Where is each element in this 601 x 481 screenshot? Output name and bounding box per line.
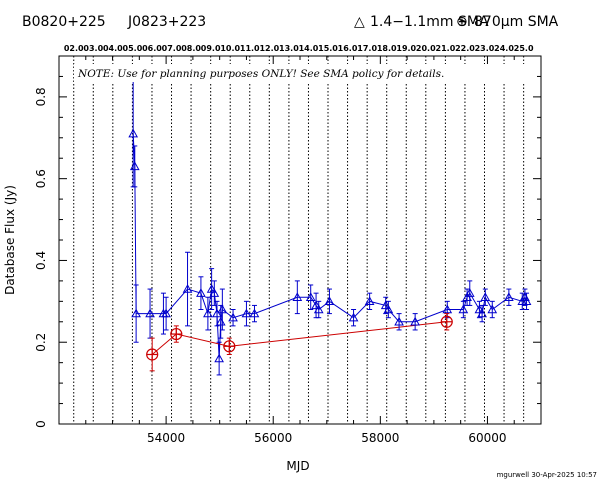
data-point-triangle (249, 308, 260, 318)
note-background (74, 64, 526, 82)
series-lines (132, 133, 528, 359)
data-point-triangle (214, 353, 224, 363)
axes: 54000 56000 58000 60000 0 0.2 0.4 0.6 0.8 (34, 55, 542, 445)
top-year-label: 10.0 (220, 44, 240, 53)
x-tick-label: 60000 (468, 431, 506, 445)
data-point-triangle (458, 304, 469, 314)
top-year-label: 21.0 (436, 44, 456, 53)
data-markers (128, 80, 532, 376)
data-point-triangle (209, 288, 220, 297)
top-year-label: 06.0 (142, 44, 162, 53)
data-point-triangle (487, 304, 498, 314)
data-point-triangle (145, 308, 155, 318)
x-axis-label: MJD (286, 459, 309, 473)
data-point-triangle (203, 308, 213, 318)
data-point-triangle (477, 308, 487, 318)
data-point-triangle (182, 284, 193, 293)
top-year-label: 08.0 (181, 44, 201, 53)
top-year-label: 16.0 (338, 44, 358, 53)
top-year-label: 19.0 (396, 44, 416, 53)
data-point-triangle (464, 288, 475, 297)
top-year-axis: 02.0 03.0 04.0 05.0 06.0 07.0 08.0 09.0 10.0 11.0… (64, 44, 534, 53)
top-year-label: 12.0 (259, 44, 279, 53)
y-tick-label: 0.2 (34, 333, 48, 352)
legend-symbol-triangle: △ (354, 14, 365, 30)
series-line (132, 133, 528, 359)
data-point-triangle (324, 296, 335, 306)
y-tick-label: 0.6 (34, 169, 48, 188)
data-point-triangle (521, 296, 532, 306)
data-point-triangle (348, 312, 359, 322)
top-year-label: 09.0 (201, 44, 221, 53)
top-year-label: 11.0 (240, 44, 260, 53)
series-line (151, 321, 447, 355)
data-point-triangle (311, 300, 321, 310)
y-tick-label: 0 (34, 420, 48, 428)
data-point-triangle (410, 316, 420, 326)
y-tick-label: 0.4 (34, 251, 48, 270)
data-point-triangle (228, 312, 238, 322)
data-point-triangle (241, 308, 252, 318)
top-year-label: 24.0 (494, 44, 514, 53)
top-year-label: 25.0 (514, 44, 534, 53)
top-year-label: 05.0 (123, 44, 143, 53)
top-year-label: 18.0 (377, 44, 397, 53)
year-gridlines (73, 56, 525, 424)
y-tick-label: 0.8 (34, 87, 48, 106)
top-year-label: 03.0 (83, 44, 103, 53)
data-point-triangle (383, 304, 394, 314)
data-point-triangle (217, 304, 228, 314)
top-year-label: 20.0 (416, 44, 436, 53)
source-name: B0820+225 (22, 14, 106, 30)
footer-credit: mgurwell 30-Apr-2025 10:57 (497, 471, 597, 479)
alt-source-name: J0823+223 (127, 14, 206, 30)
top-year-label: 14.0 (299, 44, 319, 53)
data-point-triangle (196, 288, 206, 297)
top-year-label: 15.0 (318, 44, 338, 53)
data-point-triangle (394, 316, 404, 326)
top-year-label: 22.0 (455, 44, 475, 53)
legend-label-870um: 870μm SMA (474, 14, 559, 30)
data-point-triangle (504, 292, 514, 301)
data-point-triangle (292, 292, 303, 301)
data-point-triangle (161, 308, 171, 318)
data-point-triangle (480, 292, 491, 301)
data-point-triangle (442, 304, 453, 314)
data-point-triangle (206, 284, 217, 293)
top-year-label: 07.0 (162, 44, 182, 53)
x-tick-label: 56000 (254, 431, 292, 445)
plot-frame (58, 55, 542, 425)
y-axis-label: Database Flux (Jy) (3, 185, 17, 295)
data-point-triangle (474, 304, 485, 314)
top-year-label: 13.0 (279, 44, 299, 53)
x-tick-label: 58000 (361, 431, 399, 445)
top-year-label: 17.0 (357, 44, 377, 53)
legend-symbol-circle-plus: ⊕ (456, 14, 468, 30)
legend-label-mm: 1.4−1.1mm SMA (370, 14, 489, 30)
data-point-triangle (305, 292, 316, 301)
top-year-label: 23.0 (475, 44, 495, 53)
data-point-triangle (380, 300, 391, 310)
data-point-triangle (313, 304, 324, 314)
top-year-label: 04.0 (103, 44, 123, 53)
data-point-triangle (364, 296, 375, 306)
x-tick-label: 54000 (147, 431, 185, 445)
data-point-triangle (129, 161, 140, 171)
planning-note: NOTE: Use for planning purposes ONLY! Se… (77, 68, 444, 80)
data-point-triangle (131, 308, 141, 318)
data-point-triangle (128, 128, 139, 138)
top-year-label: 02.0 (64, 44, 84, 53)
